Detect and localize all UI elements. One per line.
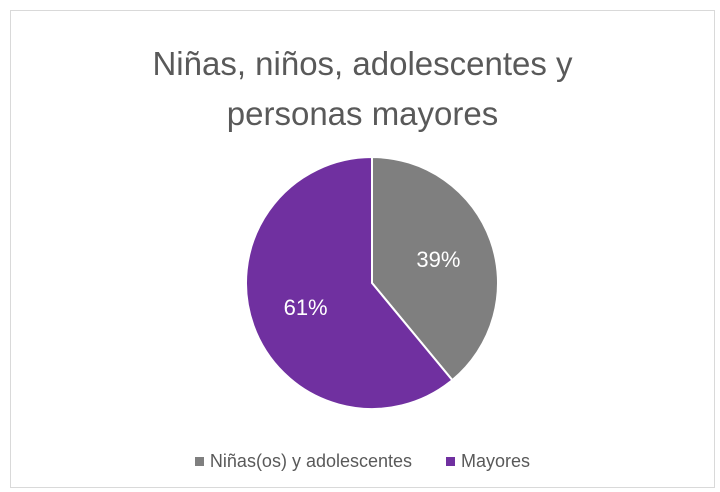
pie-slice-mayores [245, 155, 454, 410]
legend-label-mayores: Mayores [461, 451, 531, 471]
pie-chart: 39% 61% [245, 155, 499, 410]
data-label-mayores: 61% [284, 295, 328, 320]
chart-title-line-1: Niñas, niños, adolescentes y [152, 45, 573, 82]
chart-title: Niñas, niños, adolescentes y personas ma… [11, 39, 714, 139]
legend-swatch-ninas [194, 457, 204, 466]
legend-swatch-mayores [446, 457, 456, 466]
data-label-ninas: 39% [416, 247, 460, 272]
legend: Niñas(os) y adolescentes Mayores [11, 451, 714, 472]
chart-title-line-2: personas mayores [226, 95, 499, 132]
legend-label-ninas: Niñas(os) y adolescentes [209, 451, 413, 471]
legend-item-ninas: Niñas(os) y adolescentes [194, 451, 413, 472]
pie-slice-ninas [371, 155, 499, 382]
legend-item-mayores: Mayores [446, 451, 530, 472]
chart-area: Niñas, niños, adolescentes y personas ma… [10, 10, 715, 488]
